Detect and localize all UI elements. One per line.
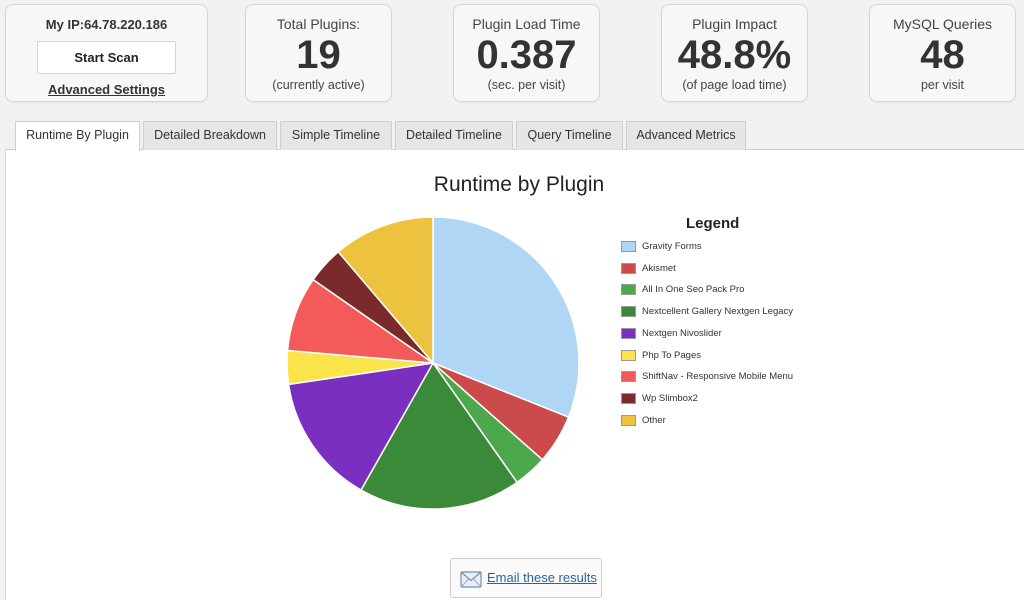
stat-subtitle: (of page load time) bbox=[682, 78, 787, 92]
tab-advanced-metrics[interactable]: Advanced Metrics bbox=[626, 121, 746, 150]
email-results-link[interactable]: Email these results bbox=[487, 570, 597, 585]
legend-item: Nextcellent Gallery Nextgen Legacy bbox=[621, 306, 881, 320]
legend-label: Wp Slimbox2 bbox=[642, 392, 698, 404]
envelope-icon bbox=[460, 571, 482, 588]
legend-item: Nextgen Nivoslider bbox=[621, 327, 881, 342]
advanced-settings-link[interactable]: Advanced Settings bbox=[47, 82, 166, 97]
legend-label: All In One Seo Pack Pro bbox=[642, 284, 745, 296]
legend-item: All In One Seo Pack Pro bbox=[621, 284, 881, 298]
chart-title: Runtime by Plugin bbox=[433, 173, 605, 196]
stat-card-total-plugins: Total Plugins: 19 (currently active) bbox=[245, 4, 392, 102]
legend-item: Gravity Forms bbox=[621, 241, 881, 255]
stat-subtitle: (currently active) bbox=[272, 78, 365, 92]
legend-label: Gravity Forms bbox=[642, 241, 702, 252]
stat-title: MySQL Queries bbox=[892, 16, 993, 32]
legend-label: Akismet bbox=[642, 262, 676, 274]
legend-swatch bbox=[621, 241, 636, 252]
stat-subtitle: per visit bbox=[920, 78, 965, 92]
tab-detailed-timeline[interactable]: Detailed Timeline bbox=[395, 121, 513, 150]
legend-swatch bbox=[621, 349, 636, 361]
pie-slice-nextcellent-gallery-nextgen-legacy bbox=[360, 361, 519, 510]
legend-item: Wp Slimbox2 bbox=[621, 392, 881, 407]
runtime-pie-chart bbox=[286, 216, 580, 510]
stat-value: 19 bbox=[296, 33, 341, 77]
stat-value: 48.8% bbox=[677, 33, 792, 77]
legend-label: ShiftNav - Responsive Mobile Menu bbox=[642, 371, 794, 383]
tab-detailed-breakdown[interactable]: Detailed Breakdown bbox=[143, 121, 277, 150]
stat-card-plugin-impact: Plugin Impact 48.8% (of page load time) bbox=[661, 4, 808, 102]
legend-swatch bbox=[621, 306, 636, 318]
legend-label: Nextgen Nivoslider bbox=[642, 327, 722, 339]
stat-title: Plugin Impact bbox=[692, 16, 777, 32]
email-results-box: Email these results bbox=[450, 558, 602, 598]
stat-subtitle: (sec. per visit) bbox=[487, 78, 566, 92]
stat-title: Total Plugins: bbox=[276, 16, 361, 32]
legend-item: Php To Pages bbox=[621, 349, 881, 364]
legend-label: Other bbox=[642, 414, 666, 426]
legend-swatch bbox=[621, 284, 636, 296]
legend-swatch bbox=[621, 327, 636, 339]
legend-swatch bbox=[621, 414, 636, 426]
legend-item: Akismet bbox=[621, 262, 881, 277]
tab-query-timeline[interactable]: Query Timeline bbox=[516, 121, 623, 150]
ip-card: My IP:64.78.220.186 Start Scan Advanced … bbox=[5, 4, 208, 102]
stat-value: 0.387 bbox=[476, 33, 577, 77]
tab-runtime-by-plugin[interactable]: Runtime By Plugin bbox=[15, 121, 140, 151]
legend-swatch bbox=[621, 392, 636, 404]
legend-item: Other bbox=[621, 414, 881, 429]
stat-card-mysql-queries: MySQL Queries 48 per visit bbox=[869, 4, 1016, 102]
pie-slice-gravity-forms bbox=[432, 216, 580, 419]
legend-item: ShiftNav - Responsive Mobile Menu bbox=[621, 371, 881, 385]
legend-swatch bbox=[621, 371, 636, 383]
stat-title: Plugin Load Time bbox=[472, 16, 581, 32]
legend-label: Nextcellent Gallery Nextgen Legacy bbox=[642, 306, 794, 318]
legend-swatch bbox=[621, 262, 636, 274]
stat-card-plugin-load-time: Plugin Load Time 0.387 (sec. per visit) bbox=[453, 4, 600, 102]
stat-value: 48 bbox=[920, 33, 965, 77]
legend-label: Php To Pages bbox=[642, 349, 701, 361]
tab-simple-timeline[interactable]: Simple Timeline bbox=[280, 121, 392, 150]
pie-slice-nextgen-nivoslider bbox=[287, 362, 435, 492]
ip-address-label: My IP:64.78.220.186 bbox=[45, 17, 168, 32]
legend-title: Legend bbox=[686, 215, 740, 232]
start-scan-button[interactable]: Start Scan bbox=[37, 41, 176, 74]
pie-slice-other bbox=[337, 216, 434, 366]
